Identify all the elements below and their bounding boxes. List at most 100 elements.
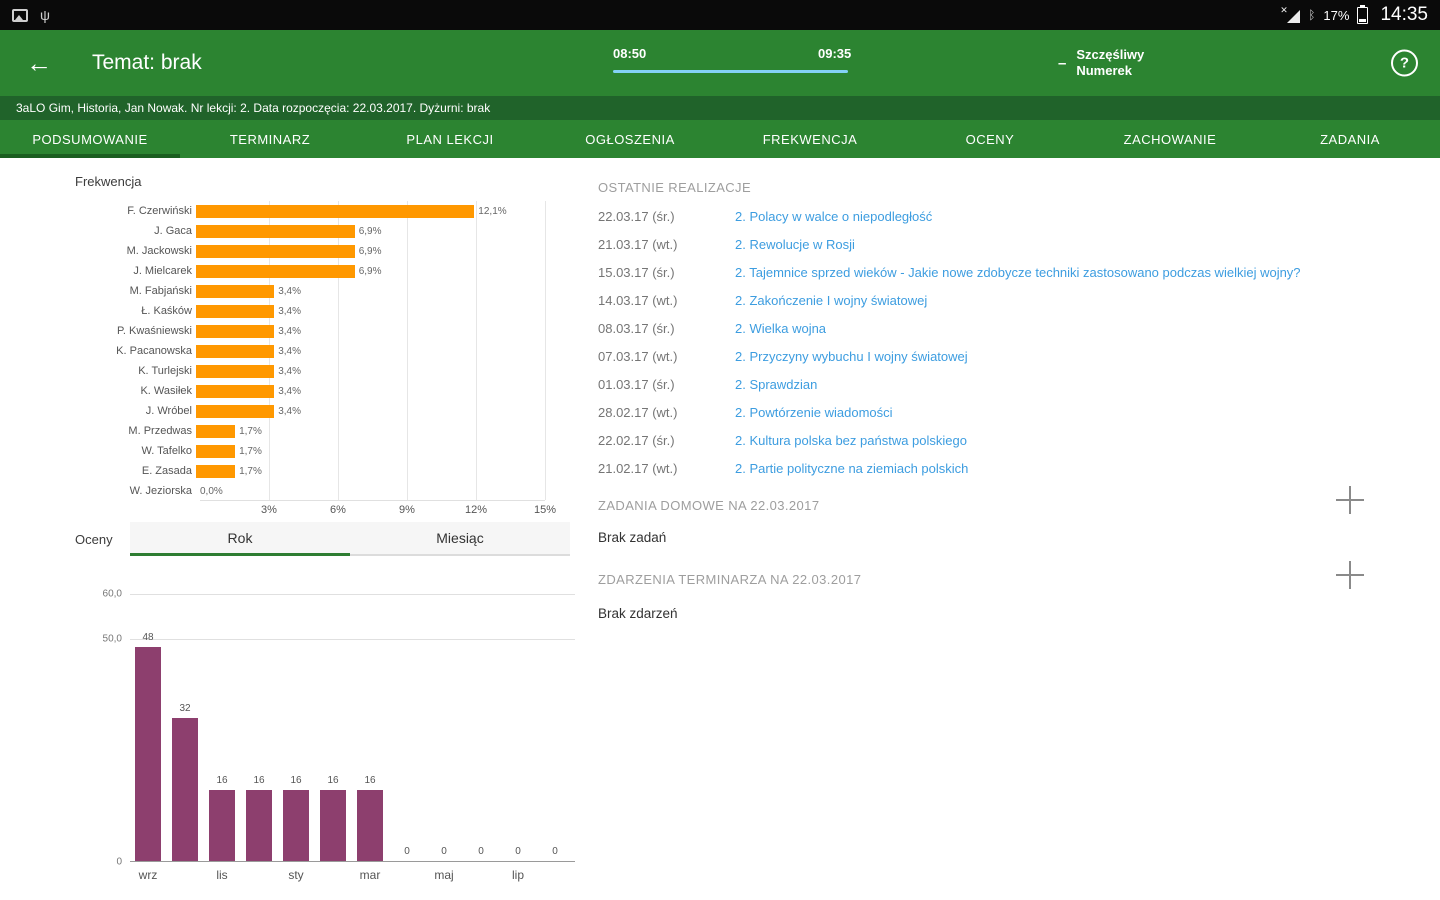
oceny-period-toggle: Rok Miesiąc	[130, 522, 570, 556]
frekwencja-value: 3,4%	[278, 365, 301, 377]
frekwencja-row: F. Czerwiński 12,1%	[68, 201, 573, 221]
right-column: OSTATNIE REALIZACJE 22.03.17 (śr.) 2. Pol…	[598, 158, 1408, 900]
lesson-topic-link[interactable]: 2. Przyczyny wybuchu I wojny światowej	[735, 348, 968, 364]
lesson-topic-link[interactable]: 2. Powtórzenie wiadomości	[735, 404, 893, 420]
month-label: lip	[511, 868, 525, 882]
lesson-topic-link[interactable]: 2. Tajemnice sprzed wieków - Jakie nowe …	[735, 264, 1301, 280]
frekwencja-x-axis: 3% 6% 9% 12% 15%	[200, 504, 556, 522]
lesson-topic-link[interactable]: 2. Polacy w walce o niepodległość	[735, 208, 933, 224]
y-tick-label: 50,0	[102, 633, 122, 645]
frekwencja-value: 3,4%	[278, 285, 301, 297]
lesson-date: 28.02.17 (wt.)	[598, 404, 678, 420]
lesson-topic-link[interactable]: 2. Sprawdzian	[735, 376, 818, 392]
frekwencja-row: M. Przedwas 1,7%	[68, 421, 573, 441]
status-time: 14:35	[1380, 4, 1428, 25]
lesson-row: 22.02.17 (śr.) 2. Kultura polska bez pańs…	[598, 426, 1408, 454]
frekwencja-bar	[196, 384, 275, 398]
oceny-bar	[246, 789, 272, 861]
oceny-value-label: 32	[179, 703, 191, 715]
lesson-row: 15.03.17 (śr.) 2. Tajemnice sprzed wieków…	[598, 258, 1408, 286]
tab-zachowanie[interactable]: ZACHOWANIE	[1123, 131, 1217, 147]
lesson-date: 07.03.17 (wt.)	[598, 348, 678, 364]
student-name: M. Przedwas	[128, 425, 192, 437]
student-name: E. Zasada	[141, 465, 192, 477]
tab-frekwencja[interactable]: FREKWENCJA	[762, 131, 858, 147]
frekwencja-value: 6,9%	[358, 225, 382, 237]
oceny-value-label: 0	[552, 846, 558, 857]
oceny-value-label: 16	[253, 774, 265, 786]
lesson-row: 21.03.17 (wt.) 2. Rewolucje w Rosji	[598, 230, 1408, 258]
lesson-row: 28.02.17 (wt.) 2. Powtórzenie wiadomości	[598, 398, 1408, 426]
back-icon[interactable]: ←	[26, 48, 52, 78]
usb-icon: ψ	[40, 7, 50, 23]
oceny-bar	[357, 789, 383, 861]
frekwencja-value: 1,7%	[239, 465, 262, 477]
zdarzenia-empty-text: Brak zdarzeń	[598, 606, 678, 621]
frekwencja-bar	[196, 324, 275, 338]
oceny-bar	[209, 789, 235, 861]
tab-ogłoszenia[interactable]: OGŁOSZENIA	[585, 131, 675, 147]
lucky-number-value: –	[1058, 54, 1067, 72]
battery-icon	[1357, 4, 1369, 24]
frekwencja-chart: F. Czerwiński 12,1% J. Gaca 6,9% M. Jackowsk…	[68, 201, 573, 522]
frekwencja-value: 6,9%	[358, 265, 382, 277]
toggle-miesiac-button[interactable]: Miesiąc	[350, 522, 570, 556]
student-name: W. Jeziorska	[129, 485, 192, 497]
realizacje-list: 22.03.17 (śr.) 2. Polacy w walce o niepod…	[598, 202, 1408, 482]
frekwencja-bar	[196, 264, 355, 278]
add-zdarzenie-icon[interactable]	[1336, 561, 1364, 589]
student-name: Ł. Kaśków	[141, 305, 192, 317]
lesson-row: 21.02.17 (wt.) 2. Partie polityczne na zi…	[598, 454, 1408, 482]
gridline	[545, 201, 546, 500]
lesson-date: 22.02.17 (śr.)	[598, 432, 675, 448]
frekwencja-row: W. Tafelko 1,7%	[68, 441, 573, 461]
tab-plan-lekcji[interactable]: PLAN LEKCJI	[406, 131, 494, 147]
lesson-topic-link[interactable]: 2. Rewolucje w Rosji	[735, 236, 855, 252]
y-tick-label: 0	[116, 856, 122, 868]
lesson-topic-link[interactable]: 2. Zakończenie I wojny światowej	[735, 292, 928, 308]
gridline	[130, 594, 575, 595]
lucky-number-label: Szczęśliwy Numerek	[1076, 47, 1145, 78]
y-tick-label: 60,0	[102, 588, 122, 600]
oceny-value-label: 16	[290, 774, 302, 786]
frekwencja-row: M. Jackowski 6,9%	[68, 241, 573, 261]
bluetooth-icon: ᛒ	[1308, 8, 1316, 22]
student-name: F. Czerwiński	[127, 205, 192, 217]
oceny-bar	[172, 718, 198, 861]
frekwencja-bar	[196, 464, 236, 478]
tab-oceny[interactable]: OCENY	[965, 131, 1015, 147]
frekwencja-bar	[196, 344, 275, 358]
frekwencja-row: J. Wróbel 3,4%	[68, 401, 573, 421]
lesson-topic-link[interactable]: 2. Wielka wojna	[735, 320, 827, 336]
month-label: maj	[434, 868, 454, 882]
help-icon[interactable]: ?	[1391, 49, 1418, 77]
tab-zadania[interactable]: ZADANIA	[1320, 131, 1380, 147]
lesson-row: 08.03.17 (śr.) 2. Wielka wojna	[598, 314, 1408, 342]
lesson-row: 22.03.17 (śr.) 2. Polacy w walce o niepod…	[598, 202, 1408, 230]
lesson-info-bar: 3aLO Gim, Historia, Jan Nowak. Nr lekcji…	[0, 96, 1440, 120]
frekwencja-value: 3,4%	[278, 305, 301, 317]
tab-podsumowanie[interactable]: PODSUMOWANIE	[0, 120, 180, 158]
x-tick-label: 3%	[261, 504, 277, 516]
oceny-value-label: 16	[216, 774, 228, 786]
lesson-topic-link[interactable]: 2. Partie polityczne na ziemiach polskic…	[735, 460, 969, 476]
gridline	[476, 201, 477, 500]
month-label: mar	[359, 868, 381, 882]
tab-terminarz[interactable]: TERMINARZ	[229, 131, 311, 147]
frekwencja-row: W. Jeziorska 0,0%	[68, 481, 573, 501]
lesson-progress-bar	[613, 70, 848, 73]
student-name: P. Kwaśniewski	[117, 325, 192, 337]
student-name: J. Gaca	[154, 225, 192, 237]
add-zadanie-icon[interactable]	[1336, 486, 1364, 514]
gridline	[407, 201, 408, 500]
student-name: M. Jackowski	[126, 245, 192, 257]
toggle-rok-button[interactable]: Rok	[130, 522, 350, 556]
lesson-row: 07.03.17 (wt.) 2. Przyczyny wybuchu I woj…	[598, 342, 1408, 370]
lesson-topic-link[interactable]: 2. Kultura polska bez państwa polskiego	[735, 432, 967, 448]
zdarzenia-header: ZDARZENIA TERMINARZA NA 22.03.2017	[598, 572, 862, 587]
student-name: M. Fabjański	[129, 285, 192, 297]
frekwencja-row: Ł. Kaśków 3,4%	[68, 301, 573, 321]
no-signal-icon: ✕	[1280, 5, 1301, 23]
frekwencja-bar	[196, 424, 236, 438]
frekwencja-value: 1,7%	[239, 425, 262, 437]
